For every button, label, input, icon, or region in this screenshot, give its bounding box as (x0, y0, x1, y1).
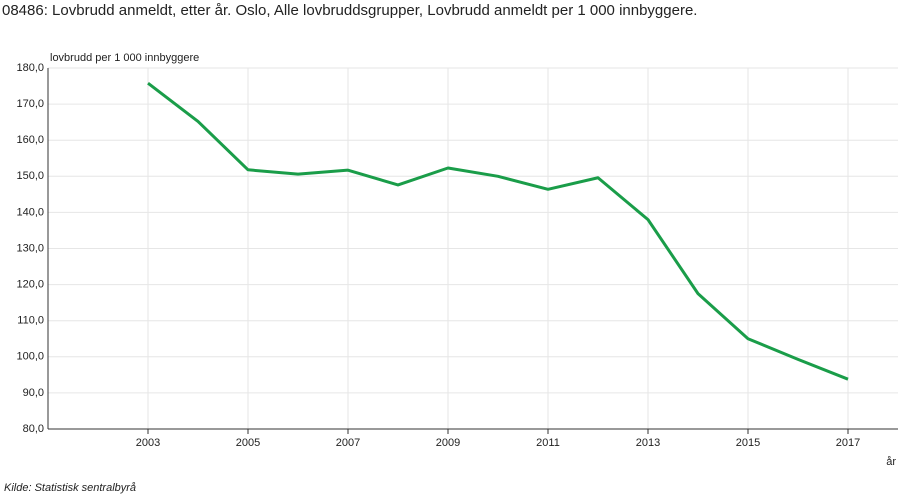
y-tick-label: 90,0 (23, 387, 44, 399)
x-tick-label: 2013 (636, 437, 660, 449)
x-tick-label: 2015 (736, 437, 760, 449)
source: Kilde: Statistisk sentralbyrå (4, 482, 136, 494)
y-tick-label: 110,0 (17, 315, 44, 327)
y-tick-label: 180,0 (16, 62, 44, 74)
y-tick-label: 130,0 (16, 242, 44, 254)
y-tick-label: 150,0 (16, 170, 44, 182)
y-tick-label: 80,0 (23, 423, 44, 435)
y-tick-label: 140,0 (16, 206, 44, 218)
y-axis-label: lovbrudd per 1 000 innbyggere (50, 52, 199, 64)
data-line (147, 81, 849, 381)
x-tick-label: 2017 (836, 437, 860, 449)
x-tick-label: 2009 (436, 437, 460, 449)
chart-title: 08486: Lovbrudd anmeldt, etter år. Oslo,… (2, 2, 697, 19)
y-tick-label: 100,0 (16, 351, 44, 363)
x-axis-label: år (886, 456, 896, 468)
y-tick-label: 170,0 (16, 98, 44, 110)
x-tick-label: 2007 (336, 437, 360, 449)
x-tick-label: 2005 (236, 437, 260, 449)
x-tick-label: 2003 (136, 437, 160, 449)
y-tick-label: 160,0 (16, 134, 44, 146)
y-tick-label: 120,0 (16, 279, 44, 291)
x-tick-label: 2011 (536, 437, 560, 449)
